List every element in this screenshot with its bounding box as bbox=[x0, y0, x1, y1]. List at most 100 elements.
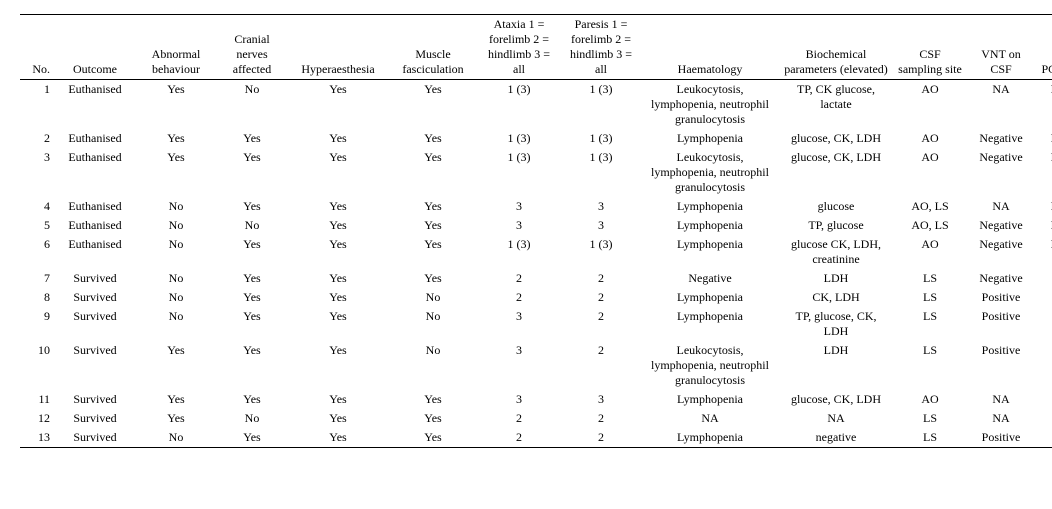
table-row: 2EuthanisedYesYesYesYes1 (3)1 (3)Lymphop… bbox=[20, 129, 1052, 148]
cell-csf: LS bbox=[894, 269, 966, 288]
cell-ataxia: 1 (3) bbox=[478, 129, 560, 148]
cell-ataxia: 3 bbox=[478, 216, 560, 235]
cell-cranial: Yes bbox=[216, 307, 288, 341]
table-row: 13SurvivedNoYesYesYes22Lymphopenianegati… bbox=[20, 428, 1052, 448]
cell-muscle: Yes bbox=[388, 390, 478, 409]
cell-outcome: Survived bbox=[54, 269, 136, 288]
col-header-muscle: Muscle fasciculation bbox=[388, 15, 478, 80]
table-row: 4EuthanisedNoYesYesYes33Lymphopeniagluco… bbox=[20, 197, 1052, 216]
col-header-paresis: Paresis 1 = forelimb 2 = hindlimb 3 = al… bbox=[560, 15, 642, 80]
cell-paresis: 3 bbox=[560, 390, 642, 409]
cell-vnt: Negative bbox=[966, 129, 1036, 148]
cell-csf: LS bbox=[894, 409, 966, 428]
cell-muscle: Yes bbox=[388, 80, 478, 130]
cell-no: 10 bbox=[20, 341, 54, 390]
cell-no: 7 bbox=[20, 269, 54, 288]
table-row: 6EuthanisedNoYesYesYes1 (3)1 (3)Lymphope… bbox=[20, 235, 1052, 269]
cell-pcr: Positive bbox=[1036, 235, 1052, 269]
col-header-pcr: PCR (CNS) bbox=[1036, 15, 1052, 80]
cell-biochem: glucose, CK, LDH bbox=[778, 148, 894, 197]
table-body: 1EuthanisedYesNoYesYes1 (3)1 (3)Leukocyt… bbox=[20, 80, 1052, 448]
cell-abnormal: No bbox=[136, 307, 216, 341]
cell-pcr: Positive bbox=[1036, 80, 1052, 130]
clinical-data-table: No.OutcomeAbnormal behaviourCranial nerv… bbox=[20, 14, 1052, 448]
cell-biochem: NA bbox=[778, 409, 894, 428]
cell-vnt: Positive bbox=[966, 288, 1036, 307]
cell-pcr: NA bbox=[1036, 269, 1052, 288]
table-row: 12SurvivedYesNoYesYes22NANALSNANA bbox=[20, 409, 1052, 428]
cell-no: 5 bbox=[20, 216, 54, 235]
cell-cranial: Yes bbox=[216, 235, 288, 269]
cell-muscle: Yes bbox=[388, 428, 478, 448]
cell-muscle: Yes bbox=[388, 216, 478, 235]
cell-muscle: Yes bbox=[388, 409, 478, 428]
cell-haem: Negative bbox=[642, 269, 778, 288]
cell-biochem: TP, CK glucose, lactate bbox=[778, 80, 894, 130]
cell-outcome: Euthanised bbox=[54, 80, 136, 130]
cell-pcr: Positive bbox=[1036, 216, 1052, 235]
cell-biochem: glucose, CK, LDH bbox=[778, 129, 894, 148]
cell-no: 9 bbox=[20, 307, 54, 341]
cell-outcome: Survived bbox=[54, 390, 136, 409]
cell-hyper: Yes bbox=[288, 269, 388, 288]
cell-csf: LS bbox=[894, 288, 966, 307]
cell-no: 6 bbox=[20, 235, 54, 269]
cell-vnt: Negative bbox=[966, 216, 1036, 235]
cell-hyper: Yes bbox=[288, 341, 388, 390]
cell-hyper: Yes bbox=[288, 235, 388, 269]
cell-cranial: No bbox=[216, 80, 288, 130]
cell-abnormal: No bbox=[136, 428, 216, 448]
cell-vnt: NA bbox=[966, 390, 1036, 409]
cell-cranial: Yes bbox=[216, 390, 288, 409]
cell-hyper: Yes bbox=[288, 216, 388, 235]
cell-biochem: negative bbox=[778, 428, 894, 448]
cell-haem: Leukocytosis, lymphopenia, neutrophil gr… bbox=[642, 148, 778, 197]
cell-hyper: Yes bbox=[288, 428, 388, 448]
cell-abnormal: Yes bbox=[136, 129, 216, 148]
cell-cranial: No bbox=[216, 216, 288, 235]
cell-ataxia: 3 bbox=[478, 197, 560, 216]
table-row: 3EuthanisedYesYesYesYes1 (3)1 (3)Leukocy… bbox=[20, 148, 1052, 197]
cell-haem: NA bbox=[642, 409, 778, 428]
cell-cranial: Yes bbox=[216, 269, 288, 288]
cell-outcome: Euthanised bbox=[54, 129, 136, 148]
cell-ataxia: 2 bbox=[478, 288, 560, 307]
cell-abnormal: Yes bbox=[136, 80, 216, 130]
table-row: 7SurvivedNoYesYesYes22NegativeLDHLSNegat… bbox=[20, 269, 1052, 288]
cell-haem: Lymphopenia bbox=[642, 307, 778, 341]
cell-pcr: NA bbox=[1036, 409, 1052, 428]
cell-ataxia: 2 bbox=[478, 269, 560, 288]
cell-vnt: NA bbox=[966, 80, 1036, 130]
cell-csf: LS bbox=[894, 307, 966, 341]
cell-vnt: Positive bbox=[966, 341, 1036, 390]
cell-biochem: glucose CK, LDH, creatinine bbox=[778, 235, 894, 269]
cell-outcome: Euthanised bbox=[54, 148, 136, 197]
cell-abnormal: Yes bbox=[136, 341, 216, 390]
col-header-ataxia: Ataxia 1 = forelimb 2 = hindlimb 3 = all bbox=[478, 15, 560, 80]
cell-paresis: 1 (3) bbox=[560, 148, 642, 197]
cell-paresis: 2 bbox=[560, 409, 642, 428]
cell-cranial: Yes bbox=[216, 129, 288, 148]
cell-outcome: Survived bbox=[54, 409, 136, 428]
cell-pcr: Positive bbox=[1036, 148, 1052, 197]
cell-outcome: Euthanised bbox=[54, 235, 136, 269]
cell-pcr: Positive bbox=[1036, 129, 1052, 148]
cell-cranial: Yes bbox=[216, 288, 288, 307]
cell-ataxia: 2 bbox=[478, 428, 560, 448]
col-header-vnt: VNT on CSF bbox=[966, 15, 1036, 80]
cell-ataxia: 3 bbox=[478, 341, 560, 390]
cell-pcr: NA bbox=[1036, 341, 1052, 390]
cell-cranial: Yes bbox=[216, 148, 288, 197]
cell-haem: Lymphopenia bbox=[642, 235, 778, 269]
table-row: 9SurvivedNoYesYesNo32LymphopeniaTP, gluc… bbox=[20, 307, 1052, 341]
cell-paresis: 2 bbox=[560, 428, 642, 448]
cell-vnt: NA bbox=[966, 197, 1036, 216]
cell-ataxia: 3 bbox=[478, 307, 560, 341]
cell-cranial: Yes bbox=[216, 341, 288, 390]
cell-paresis: 3 bbox=[560, 197, 642, 216]
cell-outcome: Survived bbox=[54, 307, 136, 341]
cell-vnt: Negative bbox=[966, 235, 1036, 269]
cell-no: 4 bbox=[20, 197, 54, 216]
cell-no: 3 bbox=[20, 148, 54, 197]
cell-outcome: Survived bbox=[54, 428, 136, 448]
